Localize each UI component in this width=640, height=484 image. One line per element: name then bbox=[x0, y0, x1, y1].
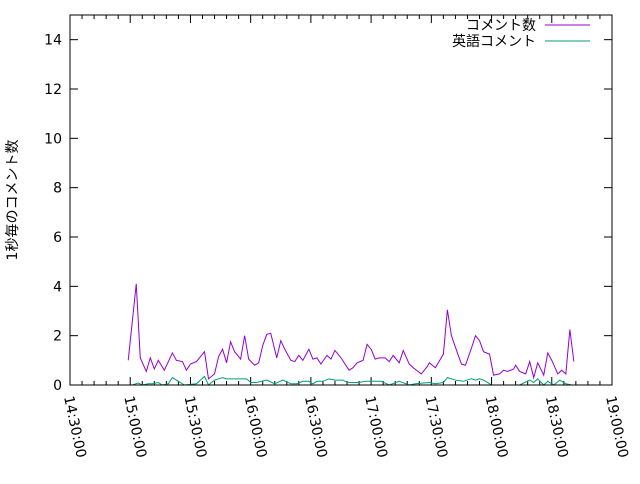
y-tick-label: 2 bbox=[53, 329, 62, 345]
x-tick-label: 16:00:00 bbox=[241, 395, 270, 460]
series-line-1 bbox=[132, 376, 572, 385]
series-line-0 bbox=[128, 284, 574, 379]
y-tick-label: 0 bbox=[53, 378, 62, 394]
y-tick-label: 8 bbox=[53, 181, 62, 197]
legend: コメント数 英語コメント bbox=[452, 18, 590, 50]
x-tick-label: 18:30:00 bbox=[542, 395, 571, 460]
x-tick-label: 17:30:00 bbox=[421, 395, 450, 460]
x-tick-label: 15:30:00 bbox=[181, 395, 210, 460]
legend-label-1: 英語コメント bbox=[452, 33, 536, 50]
x-tick-label: 16:30:00 bbox=[301, 395, 330, 460]
plot-border bbox=[70, 15, 612, 385]
y-tick-label: 14 bbox=[44, 33, 62, 49]
y-tick-label: 4 bbox=[53, 279, 62, 295]
legend-label-0: コメント数 bbox=[466, 18, 536, 34]
x-tick-label: 14:30:00 bbox=[60, 395, 89, 460]
x-tick-label: 17:00:00 bbox=[361, 395, 390, 460]
y-tick-label: 6 bbox=[53, 230, 62, 246]
x-tick-label: 19:00:00 bbox=[602, 395, 631, 460]
y-tick-label: 12 bbox=[44, 82, 62, 98]
x-tick-label: 15:00:00 bbox=[120, 395, 149, 460]
y-axis-label: 1秒毎のコメント数 bbox=[5, 140, 21, 261]
y-tick-label: 10 bbox=[44, 131, 62, 147]
x-tick-label: 18:00:00 bbox=[482, 395, 511, 460]
